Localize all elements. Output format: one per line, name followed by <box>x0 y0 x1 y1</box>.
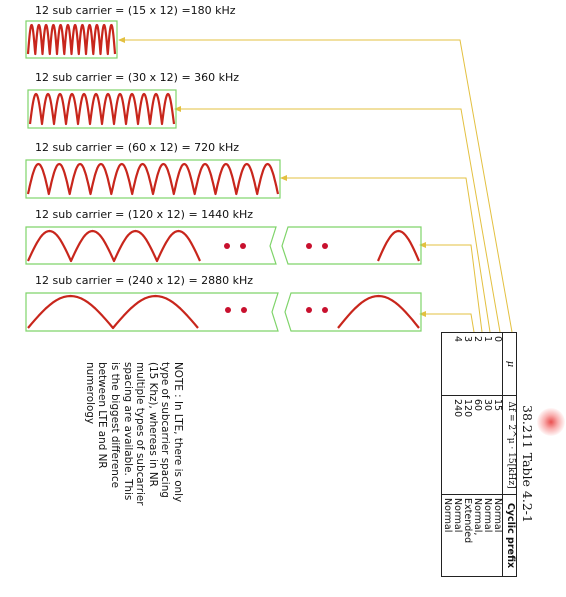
arrowhead-mu2 <box>280 175 287 181</box>
connector-line-mu1 <box>180 108 501 333</box>
frame-30khz <box>27 89 177 129</box>
wave-15khz <box>26 23 117 56</box>
ellipsis-dot <box>241 307 247 313</box>
frame-240khz-left <box>25 292 279 332</box>
ellipsis-dot <box>225 307 231 313</box>
table-header-row: μ Δf = 2^μ · 15[kHz] Cyclic prefix <box>502 332 517 577</box>
ellipsis-dot <box>224 243 230 249</box>
row-label-15khz: 12 sub carrier = (15 x 12) =180 kHz <box>35 4 236 17</box>
arrowhead-mu0 <box>118 37 125 43</box>
arrowhead-mu4 <box>419 311 426 317</box>
wave-120khz-right <box>376 229 421 262</box>
ellipsis-dot <box>322 307 328 313</box>
ellipsis-dot <box>306 243 312 249</box>
header-delta-f: Δf = 2^μ · 15[kHz] <box>502 395 517 495</box>
mu-values: 0 1 2 3 4 <box>441 332 503 396</box>
arrowhead-mu3 <box>419 242 426 248</box>
ellipsis-dot <box>240 243 246 249</box>
table-caption: 38.211 Table 4.2-1 <box>520 405 535 523</box>
arrowhead-mu1 <box>174 106 181 112</box>
connector-line-mu4 <box>424 313 475 333</box>
frame-120khz-right <box>281 226 422 265</box>
ellipsis-dot <box>306 307 312 313</box>
row-label-60khz: 12 sub carrier = (60 x 12) = 720 kHz <box>35 141 239 154</box>
row-label-30khz: 12 sub carrier = (30 x 12) = 360 kHz <box>35 71 239 84</box>
header-mu: μ <box>502 332 517 396</box>
cyclic-prefix-values: Normal Normal Normal, Extended Normal No… <box>441 494 503 577</box>
wave-120khz-left <box>27 229 201 263</box>
lte-nr-note: NOTE : In LTE, there is only type of sub… <box>83 362 184 506</box>
highlight-marker <box>537 408 565 436</box>
wave-240khz-left <box>27 294 199 330</box>
header-cyclic-prefix: Cyclic prefix <box>502 494 517 577</box>
delta-f-values: 15 30 60 120 240 <box>441 395 503 495</box>
frame-240khz-right <box>284 292 422 332</box>
connector-line-mu3 <box>424 244 483 333</box>
connector-line-mu0 <box>124 39 513 333</box>
row-label-240khz: 12 sub carrier = (240 x 12) = 2880 kHz <box>35 274 253 287</box>
row-label-120khz: 12 sub carrier = (120 x 12) = 1440 kHz <box>35 208 253 221</box>
numerology-table: 38.211 Table 4.2-1 μ Δf = 2^μ · 15[kHz] … <box>441 332 535 577</box>
connector-line-mu2 <box>285 177 491 333</box>
numerology-grid: μ Δf = 2^μ · 15[kHz] Cyclic prefix 0 1 2… <box>441 332 517 577</box>
wave-60khz <box>26 162 280 196</box>
ellipsis-dot <box>322 243 328 249</box>
wave-240khz-right <box>337 294 420 329</box>
table-row: 0 1 2 3 4 15 30 60 120 240 Normal Normal… <box>441 332 503 577</box>
frame-120khz-left <box>25 226 277 265</box>
wave-30khz <box>28 92 176 126</box>
frame-60khz <box>25 159 281 199</box>
frame-15khz <box>25 20 118 59</box>
